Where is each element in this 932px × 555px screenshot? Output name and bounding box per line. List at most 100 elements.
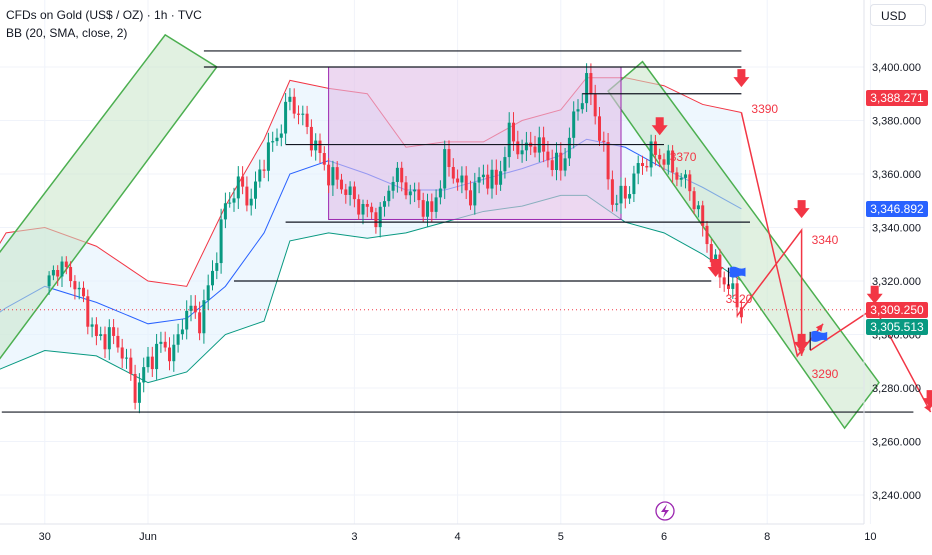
candle-body [593, 94, 597, 117]
candle-body [275, 137, 279, 142]
candle-body [198, 312, 202, 334]
candle-body [271, 141, 275, 143]
price-tick-label: 3,260.000 [872, 437, 921, 449]
candle-body [266, 142, 270, 171]
candle-body [438, 188, 442, 198]
chart-legend: CFDs on Gold (US$ / OZ) · 1h · TVC BB (2… [6, 6, 202, 42]
time-tick-label: Jun [139, 531, 157, 543]
candle-body [137, 382, 141, 403]
candle-body [159, 341, 163, 344]
trend-channel [607, 60, 880, 430]
price-axis[interactable]: 3,240.0003,260.0003,280.0003,300.0003,32… [872, 62, 921, 502]
candle-body [473, 182, 477, 206]
candle-body [370, 206, 374, 213]
price-tick-label: 3,240.000 [872, 490, 921, 502]
candle-body [636, 163, 640, 174]
candle-body [258, 169, 262, 182]
candle-body [142, 367, 146, 383]
candle-body [47, 275, 51, 287]
flag-icon [729, 266, 746, 278]
candle-body [516, 141, 520, 155]
currency-button[interactable]: USD [870, 4, 926, 26]
candle-body [211, 270, 214, 286]
candle-body [645, 165, 649, 168]
candle-body [666, 150, 670, 165]
target-marker: 3320 [707, 259, 753, 306]
indicator-title[interactable]: BB (20, SMA, close, 2) [6, 26, 128, 40]
target-marker: 3370 [651, 117, 697, 164]
candle-body [361, 204, 365, 215]
candle-body [456, 178, 460, 183]
candle-body [404, 182, 408, 196]
time-tick-label: 5 [558, 531, 564, 543]
candle-body [318, 140, 322, 154]
candle-body [555, 152, 558, 171]
time-tick-label: 30 [39, 531, 51, 543]
candle-body [309, 126, 313, 151]
candle-body [512, 122, 515, 142]
candle-body [125, 357, 128, 359]
flag-marker [727, 266, 746, 286]
candle-body [451, 166, 455, 179]
candle-body [348, 186, 352, 195]
candle-body [245, 186, 249, 206]
price-badge: 3,305.513 [866, 318, 928, 335]
time-axis[interactable]: 30 Jun 3 4 5 6 8 10 [39, 531, 877, 543]
candle-body [133, 373, 137, 403]
candle-body [112, 327, 116, 336]
candle-body [632, 173, 636, 195]
lightning-icon[interactable] [655, 501, 675, 521]
candle-body [408, 191, 412, 196]
symbol-title[interactable]: CFDs on Gold (US$ / OZ) · 1h · TVC [6, 8, 202, 22]
candle-body [524, 142, 528, 151]
candle-body [228, 202, 232, 204]
candle-body [176, 334, 180, 345]
candle-body [735, 283, 739, 308]
price-badge: 3,388.271 [866, 90, 928, 107]
candle-body [709, 244, 713, 263]
candle-body [344, 189, 348, 195]
candle-body [383, 201, 386, 207]
candle-body [107, 327, 111, 350]
candle-body [447, 149, 451, 167]
candle-body [430, 201, 434, 212]
candle-body [520, 150, 524, 155]
candle-body [146, 356, 150, 368]
candle-body [563, 158, 567, 171]
candle-body [322, 153, 326, 165]
candle-body [69, 266, 73, 282]
candle-body [481, 174, 485, 178]
down-arrow-icon [793, 333, 810, 352]
candle-body [77, 287, 81, 290]
candle-body [284, 101, 288, 134]
target-label: 3320 [726, 292, 753, 306]
candle-body [701, 205, 705, 226]
price-tick-label: 3,280.000 [872, 383, 921, 395]
candle-body [559, 152, 563, 171]
projection-arrowhead [798, 348, 806, 356]
candle-body [572, 111, 576, 138]
candle-body [103, 334, 107, 350]
candle-body [714, 254, 718, 263]
candle-body [168, 347, 171, 362]
candle-body [129, 357, 133, 374]
price-tick-label: 3,400.000 [872, 62, 921, 74]
candle-body [236, 176, 240, 199]
price-badge: 3,309.250 [866, 301, 928, 318]
candle-body [649, 141, 653, 168]
candle-body [503, 157, 507, 172]
candle-body [395, 167, 399, 182]
time-tick-label: 10 [864, 531, 876, 543]
price-tick-label: 3,380.000 [872, 116, 921, 128]
candle-body [378, 206, 382, 228]
price-tick-label: 3,320.000 [872, 276, 921, 288]
candle-body [434, 197, 438, 212]
candle-body [172, 344, 176, 362]
annotations-front: 3390337033403320331032903270 [0, 50, 932, 413]
candle-body [185, 310, 189, 330]
candle-body [696, 205, 700, 210]
time-tick-label: 4 [455, 531, 461, 543]
candle-body [94, 324, 98, 336]
candle-body [675, 172, 679, 180]
